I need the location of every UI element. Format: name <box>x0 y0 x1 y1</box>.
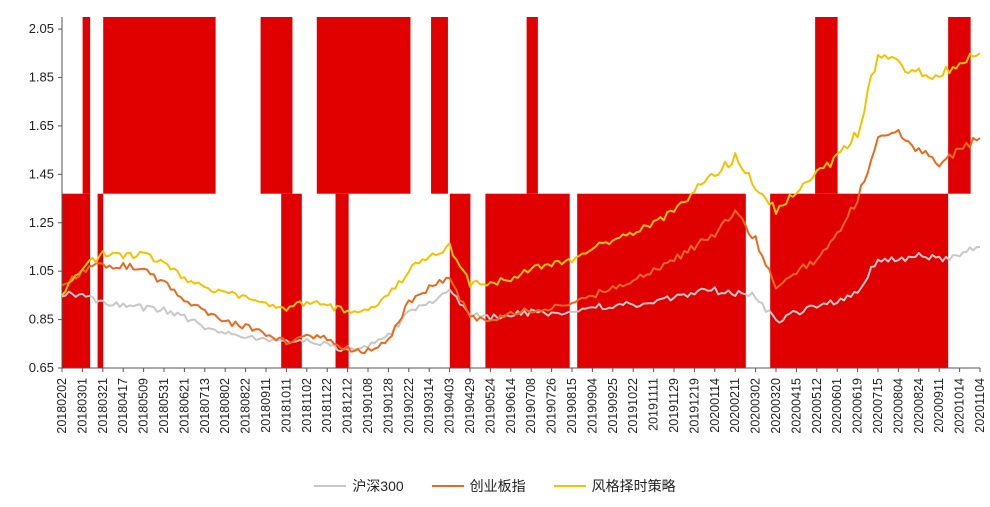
legend-swatch-hs300 <box>314 485 347 487</box>
x-tick-label: 20190614 <box>504 378 518 434</box>
x-tick-label: 20190904 <box>585 378 599 434</box>
legend-item-chinext: 创业板指 <box>431 476 526 496</box>
x-tick-label: 20191129 <box>667 378 681 433</box>
signal-block-bottom <box>449 193 471 368</box>
y-tick-label: 0.65 <box>29 360 54 375</box>
axes: 0.65 0.85 1.05 1.25 1.45 1.65 1.85 2.05 20180202… <box>29 17 987 434</box>
x-tick-label: 20181011 <box>279 378 293 433</box>
x-tick-label: 20201014 <box>953 378 967 434</box>
legend-swatch-strategy <box>553 485 586 487</box>
y-tick-label: 2.05 <box>29 21 54 36</box>
legend-item-hs300: 沪深300 <box>314 476 404 496</box>
x-tick-label: 20190726 <box>545 378 559 434</box>
x-tick-label: 20180531 <box>157 378 171 434</box>
line-chart: 0.65 0.85 1.05 1.25 1.45 1.65 1.85 2.05 20180202… <box>29 17 987 434</box>
x-tick-label: 20190524 <box>483 378 497 434</box>
x-tick-label: 20200320 <box>769 378 783 434</box>
x-tick-label: 20201104 <box>973 378 987 433</box>
x-tick-label: 20180321 <box>96 378 110 434</box>
legend-label-chinext: 创业板指 <box>469 478 526 494</box>
x-tick-label: 20180911 <box>259 378 273 433</box>
x-tick-label: 20181212 <box>341 378 355 434</box>
x-tick-label: 20200619 <box>851 378 865 434</box>
x-tick-label: 20200804 <box>891 378 905 434</box>
x-tick-label: 20180802 <box>218 378 232 434</box>
series-line-0 <box>61 246 981 353</box>
x-tick-label: 20191022 <box>626 378 640 434</box>
x-tick-label: 20200415 <box>789 378 803 434</box>
signal-block-top <box>260 17 293 194</box>
y-tick-label: 0.85 <box>29 312 54 327</box>
signal-block-bottom <box>97 193 104 368</box>
signal-block-top <box>316 17 411 194</box>
signal-block-bottom <box>281 193 302 368</box>
x-tick-label: 20190429 <box>463 378 477 434</box>
x-tick-label: 20190222 <box>402 378 416 434</box>
signal-block-bottom <box>577 193 746 368</box>
signal-block-bottom <box>770 193 949 368</box>
legend-label-strategy: 风格择时策略 <box>591 478 676 494</box>
x-tick-label: 20180713 <box>198 378 212 434</box>
x-tick-label: 20190925 <box>606 378 620 434</box>
signal-block-bottom <box>62 193 91 368</box>
x-tick-label: 20200824 <box>912 378 926 434</box>
x-tick-label: 20180621 <box>177 378 191 434</box>
signal-block-top <box>815 17 838 194</box>
y-tick-label: 1.65 <box>29 118 54 133</box>
x-tick-label: 20180509 <box>137 378 151 434</box>
x-tick-label: 20180822 <box>239 378 253 434</box>
series-lines <box>61 52 981 355</box>
series-line-2 <box>61 52 981 314</box>
x-tick-label: 20200911 <box>932 378 946 433</box>
x-tick-label: 20180301 <box>75 378 89 434</box>
signal-block-bottom <box>335 193 349 368</box>
x-tick-label: 20190314 <box>422 378 436 434</box>
series-line-1 <box>61 128 981 355</box>
signal-block-top <box>103 17 216 194</box>
x-tick-label: 20200211 <box>728 378 742 433</box>
x-tick-label: 20190108 <box>361 378 375 434</box>
y-tick-label: 1.25 <box>29 215 54 230</box>
y-tick-label: 1.45 <box>29 166 54 181</box>
signal-block-top <box>526 17 538 194</box>
legend-item-strategy: 风格择时策略 <box>553 476 676 496</box>
signal-block-top <box>431 17 448 194</box>
x-tick-label: 20200302 <box>749 378 763 434</box>
x-tick-label: 20180417 <box>116 378 130 434</box>
x-tick-label: 20190708 <box>524 378 538 434</box>
x-tick-label: 20190128 <box>381 378 395 434</box>
y-tick-label: 1.05 <box>29 263 54 278</box>
y-tick-label: 1.85 <box>29 70 54 85</box>
x-tick-label: 20190403 <box>443 378 457 434</box>
legend-label-hs300: 沪深300 <box>352 478 404 494</box>
x-tick-label: 20191219 <box>687 378 701 434</box>
signal-block-top <box>82 17 91 194</box>
signal-block-top <box>948 17 971 194</box>
chart-legend: 沪深300 创业板指 风格择时策略 <box>0 476 990 496</box>
x-tick-label: 20200114 <box>708 378 722 433</box>
timing-signal-regions <box>62 17 971 368</box>
x-tick-label: 20181102 <box>300 378 314 433</box>
x-tick-label: 20180202 <box>55 378 69 434</box>
x-tick-label: 20190815 <box>565 378 579 434</box>
x-tick-label: 20181122 <box>320 378 334 433</box>
x-tick-label: 20191111 <box>647 378 661 431</box>
legend-swatch-chinext <box>431 485 464 487</box>
x-tick-label: 20200601 <box>830 378 844 434</box>
x-tick-label: 20200512 <box>810 378 824 434</box>
x-tick-label: 20200715 <box>871 378 885 434</box>
